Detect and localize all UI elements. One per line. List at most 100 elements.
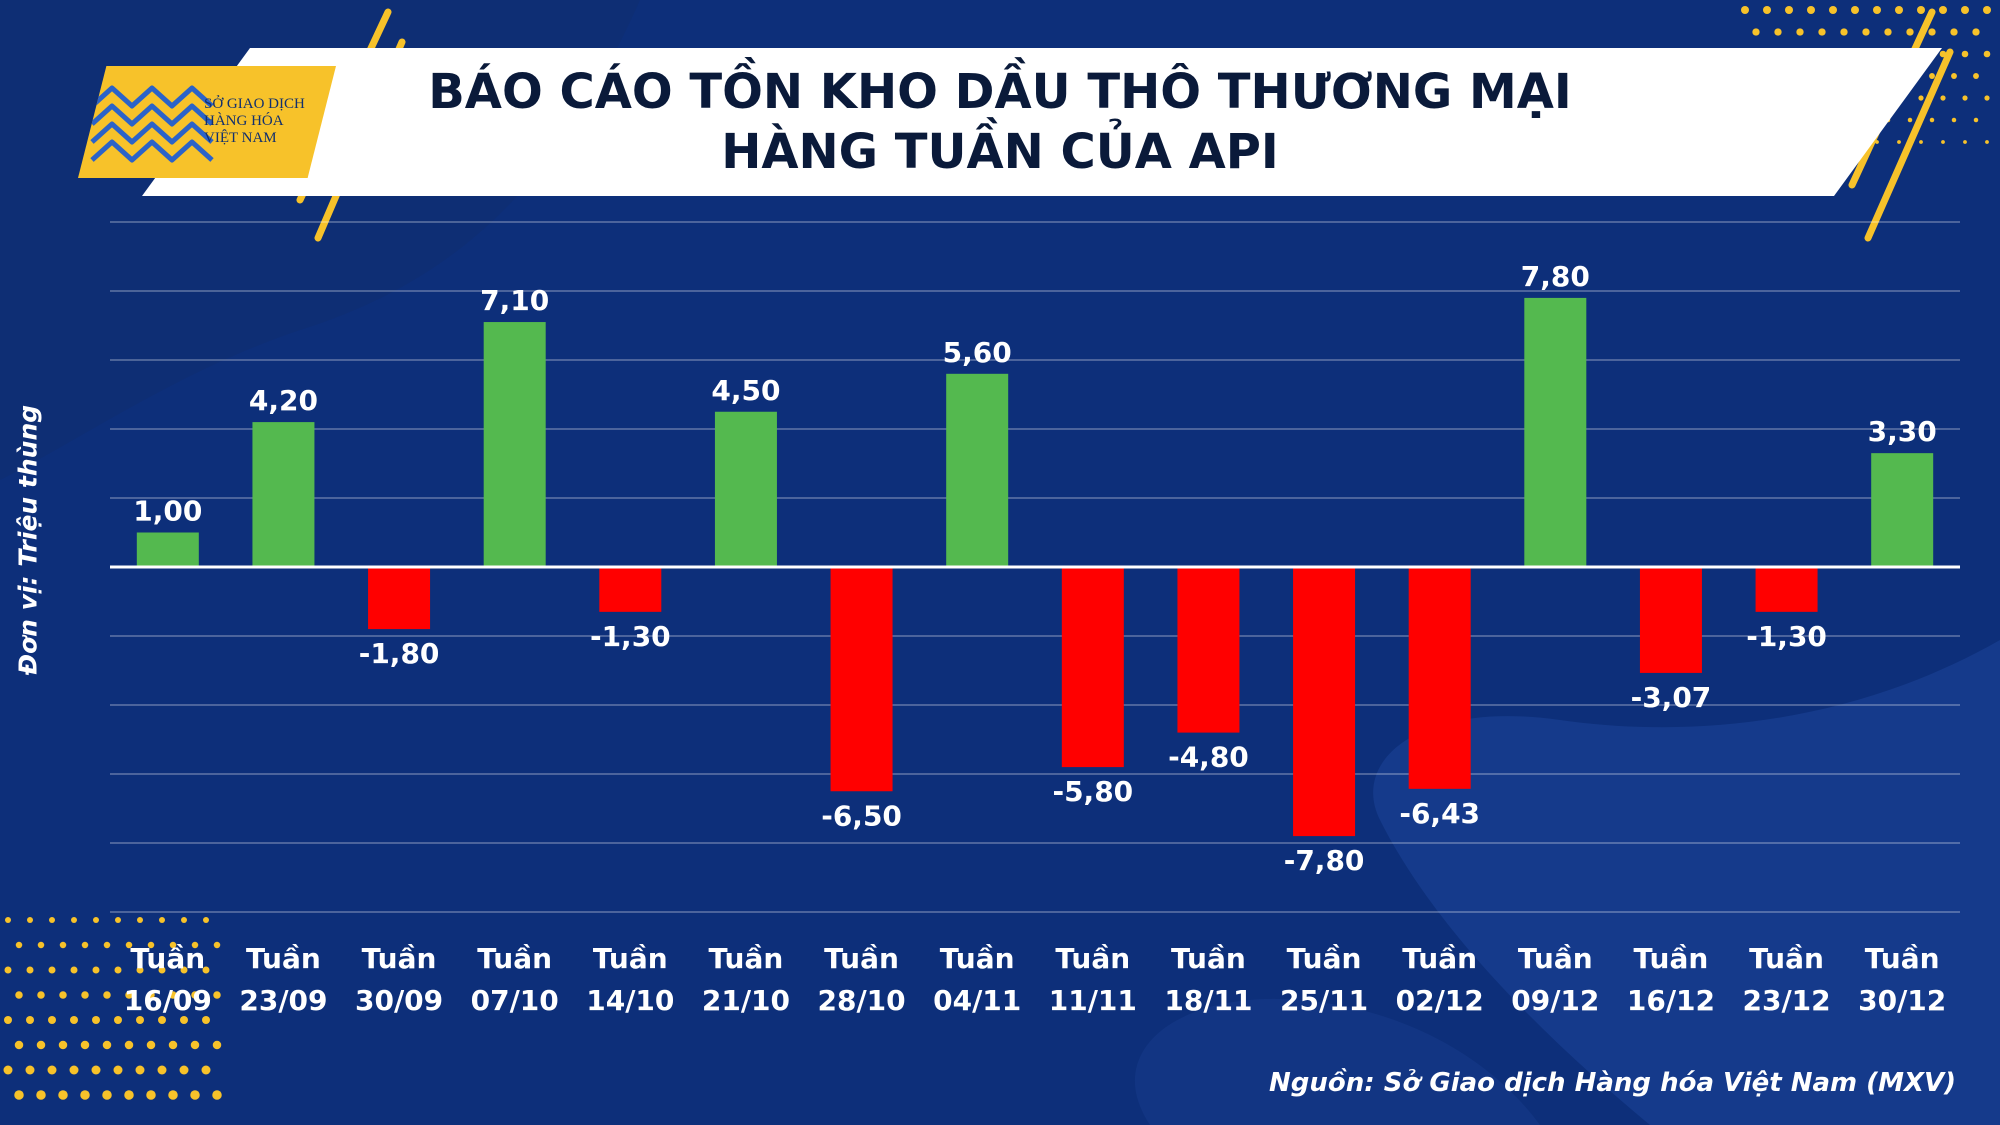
dot (180, 966, 188, 974)
bar (1871, 453, 1934, 567)
dot (59, 991, 67, 999)
dot (179, 1065, 189, 1075)
data-label: -6,50 (821, 799, 902, 832)
dot (48, 1016, 56, 1024)
bar (252, 422, 315, 567)
dot (202, 1016, 210, 1024)
data-label: 7,10 (480, 284, 549, 317)
data-label: 4,20 (249, 384, 318, 417)
data-label: -1,80 (359, 637, 440, 670)
dot (212, 1090, 222, 1100)
x-tick-label: 21/10 (702, 984, 790, 1017)
dot (147, 991, 155, 999)
source-note: Nguồn: Sở Giao dịch Hàng hóa Việt Nam (M… (1269, 1068, 1956, 1098)
dot (190, 1090, 200, 1100)
dot (1906, 28, 1914, 36)
dot (15, 991, 23, 999)
dot (14, 1090, 24, 1100)
dot (15, 941, 23, 949)
dot (1941, 140, 1945, 144)
dot (1950, 28, 1958, 36)
x-tick-label: 25/11 (1280, 984, 1368, 1017)
x-tick-label: Tuần (1634, 942, 1709, 975)
dot (59, 941, 67, 949)
dot (81, 991, 89, 999)
dot (4, 1016, 12, 1024)
dot (113, 1065, 123, 1075)
logo-line: SỞ GIAO DỊCH (204, 96, 305, 112)
dot (1929, 73, 1935, 79)
bar (599, 567, 662, 612)
dot (1973, 73, 1979, 79)
data-label: 5,60 (943, 336, 1012, 369)
x-tick-label: 16/09 (124, 984, 212, 1017)
dot (1840, 28, 1848, 36)
dot (201, 1065, 211, 1075)
title-line-2: HÀNG TUẦN CỦA API (721, 124, 1279, 180)
x-tick-label: 09/12 (1511, 984, 1599, 1017)
x-tick-label: Tuần (1865, 942, 1940, 975)
dot (169, 991, 177, 999)
dot (169, 941, 177, 949)
x-tick-label: Tuần (130, 942, 205, 975)
x-tick-label: 30/09 (355, 984, 443, 1017)
dot (1763, 6, 1771, 14)
dot (146, 1040, 156, 1050)
dot (136, 966, 144, 974)
logo-badge (78, 66, 336, 178)
dot (1919, 140, 1923, 144)
dot (80, 1090, 90, 1100)
dot (125, 991, 133, 999)
dot (158, 966, 166, 974)
data-label: -5,80 (1052, 775, 1133, 808)
x-tick-label: Tuần (1171, 942, 1246, 975)
x-tick-label: Tuần (246, 942, 321, 975)
dot (124, 1090, 134, 1100)
data-label: 7,80 (1521, 260, 1590, 293)
dot (146, 1090, 156, 1100)
page-title: BÁO CÁO TỒN KHO DẦU THÔ THƯƠNG MẠI HÀNG … (300, 62, 1700, 182)
dot (180, 1016, 188, 1024)
dot (58, 1090, 68, 1100)
data-label: 4,50 (711, 374, 780, 407)
dot (4, 966, 12, 974)
bar (1639, 567, 1702, 673)
dot (1785, 6, 1793, 14)
dot (103, 991, 111, 999)
dot (81, 941, 89, 949)
bar (1293, 567, 1356, 837)
bar (368, 567, 431, 630)
dot (115, 917, 121, 923)
dot (1774, 28, 1782, 36)
dot (136, 1016, 144, 1024)
dot (70, 1016, 78, 1024)
dot (1741, 6, 1749, 14)
dot (27, 917, 33, 923)
x-tick-label: 04/11 (933, 984, 1021, 1017)
dot-pattern-bottom-left (3, 917, 222, 1100)
dot (1961, 6, 1969, 14)
x-tick-label: Tuần (709, 942, 784, 975)
dot (91, 1065, 101, 1075)
dot (213, 991, 221, 999)
mxv-logo-icon (90, 85, 214, 163)
dot (168, 1090, 178, 1100)
dot (93, 917, 99, 923)
dot (92, 966, 100, 974)
dot (212, 1040, 222, 1050)
x-tick-label: 02/12 (1396, 984, 1484, 1017)
dot (159, 917, 165, 923)
bar (136, 532, 199, 567)
dot (1807, 6, 1815, 14)
data-label: -7,80 (1284, 844, 1365, 877)
dot (1818, 28, 1826, 36)
bar (830, 567, 893, 792)
x-tick-label: 14/10 (586, 984, 674, 1017)
x-tick-label: Tuần (1055, 942, 1130, 975)
data-label: 3,30 (1868, 415, 1937, 448)
x-tick-label: 07/10 (471, 984, 559, 1017)
x-tick-label: Tuần (940, 942, 1015, 975)
dot (26, 966, 34, 974)
dot (36, 1090, 46, 1100)
